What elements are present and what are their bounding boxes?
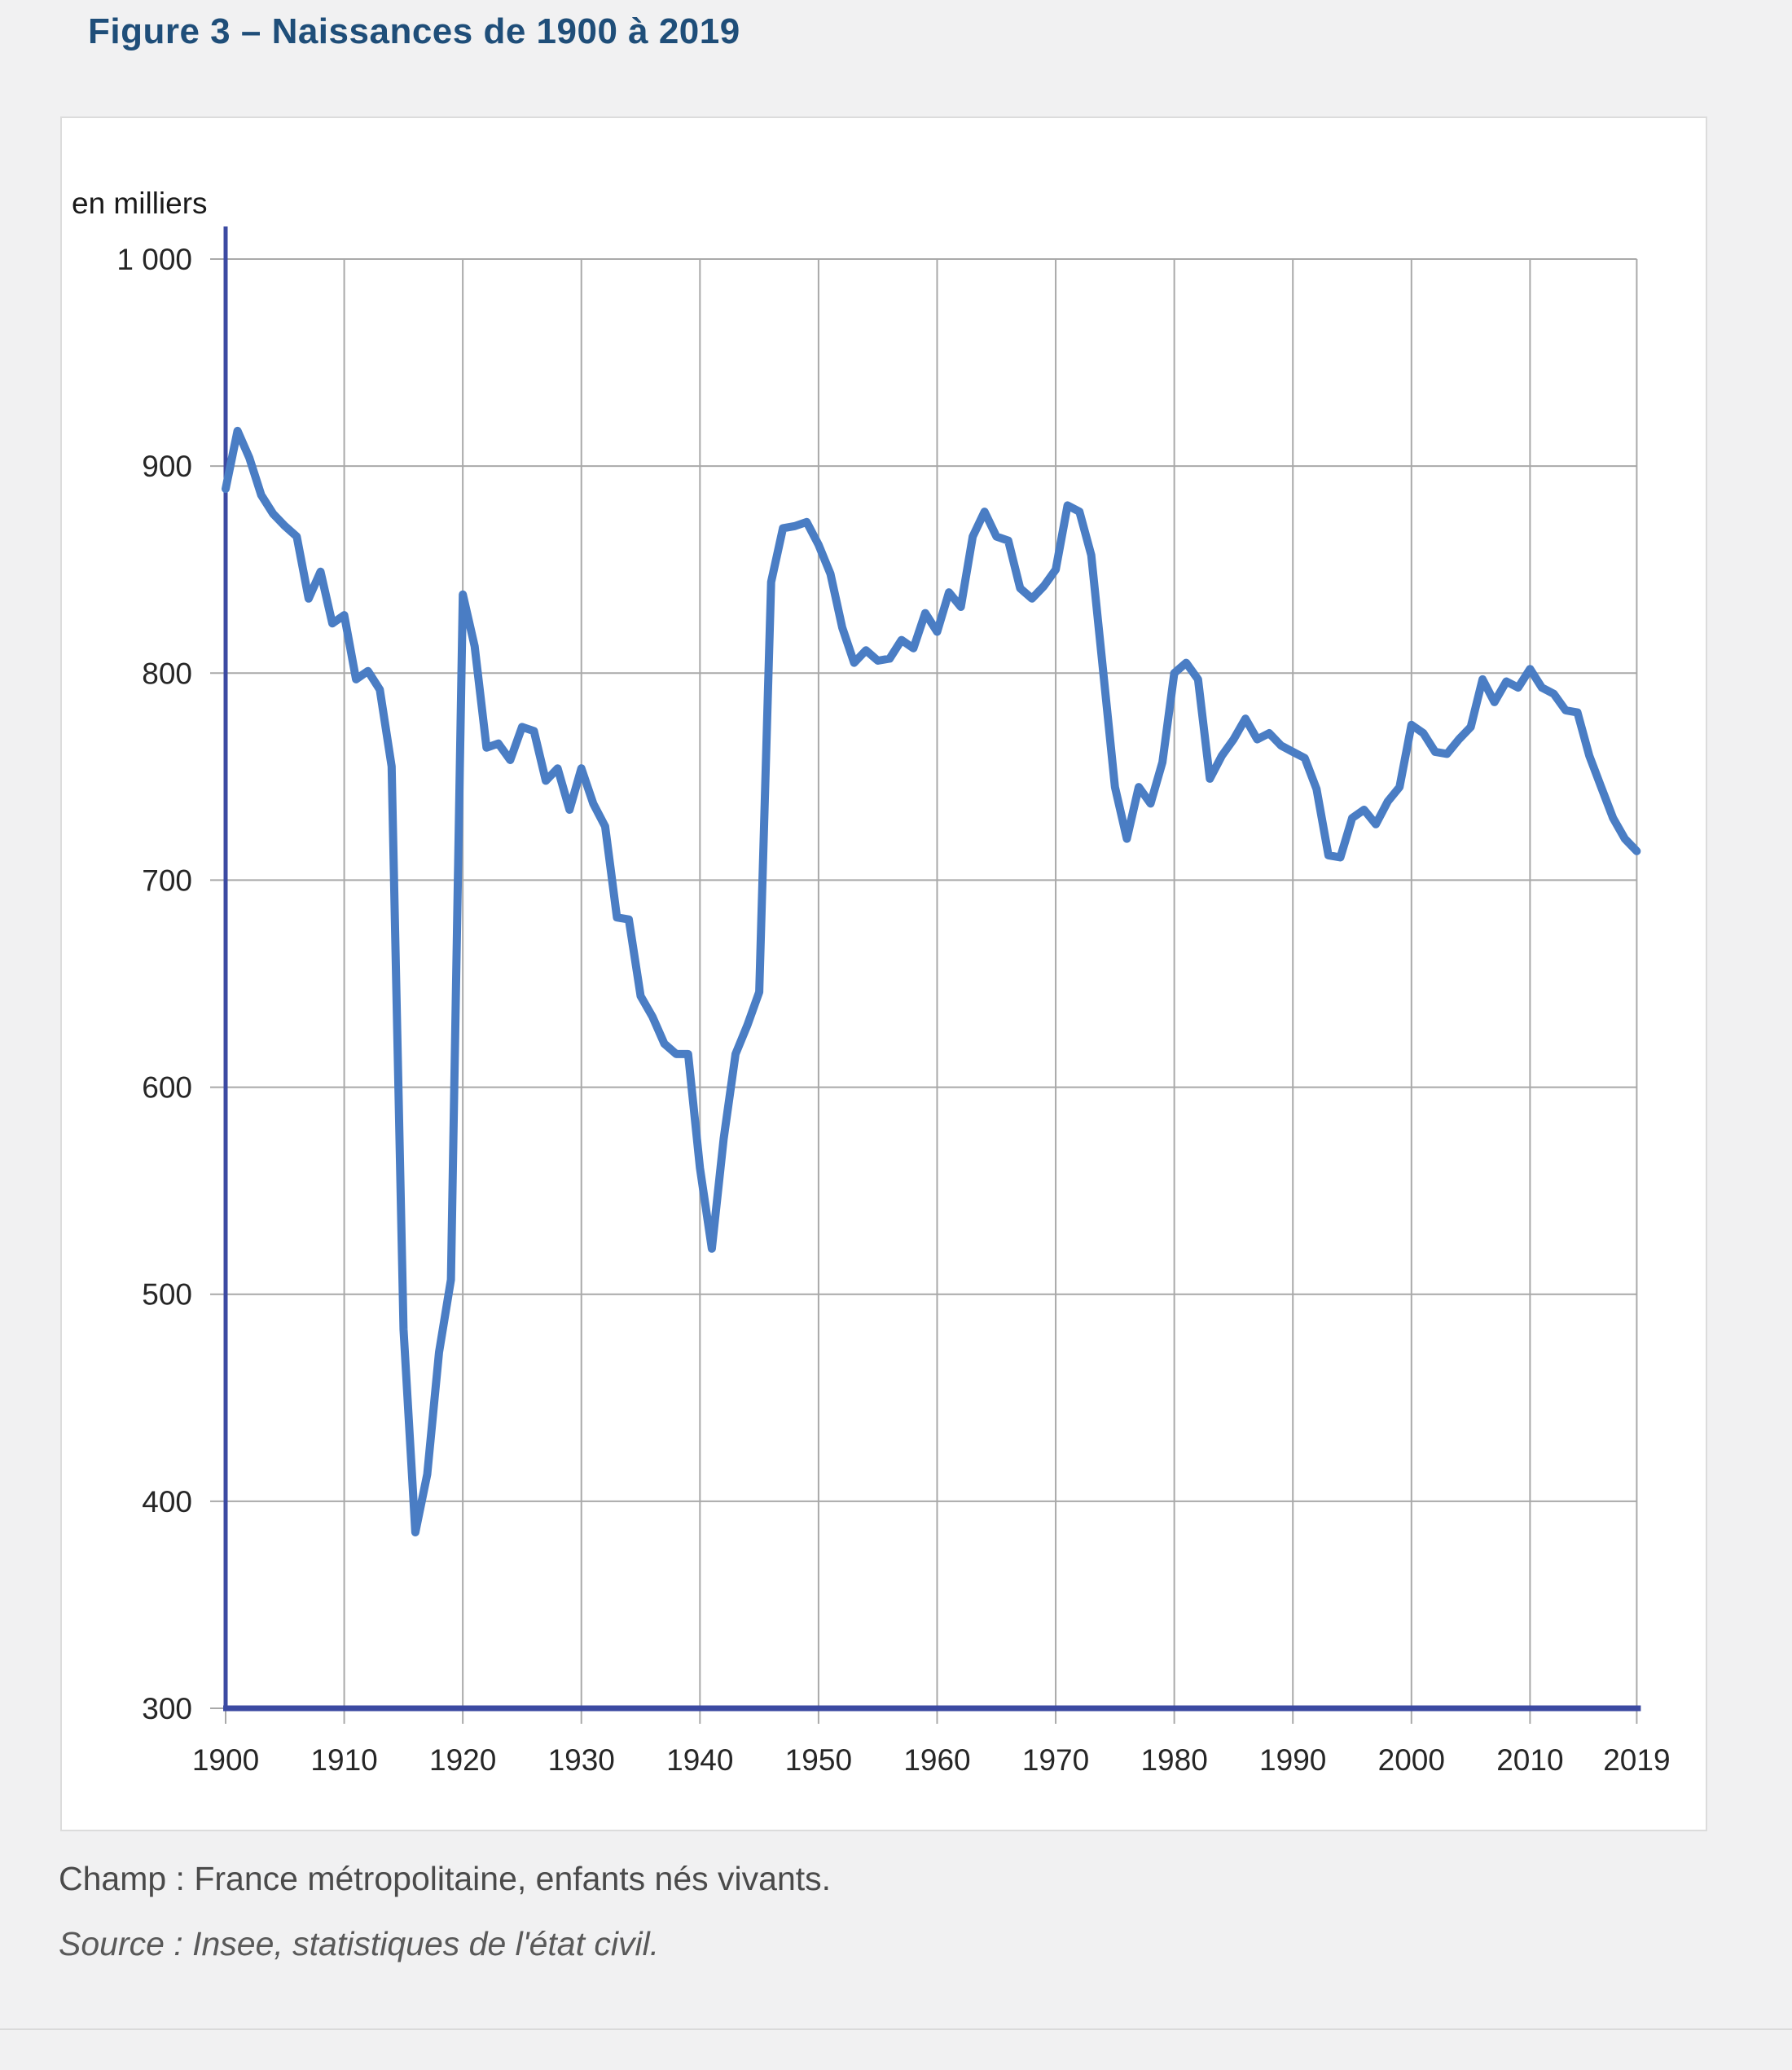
champ-note: Champ : France métropolitaine, enfants n… <box>59 1860 832 1897</box>
figure-title: Figure 3 – Naissances de 1900 à 2019 <box>88 11 740 51</box>
source-note: Source : Insee, statistiques de l'état c… <box>59 1925 660 1962</box>
x-tick-label: 1930 <box>548 1743 615 1777</box>
y-tick-label: 700 <box>142 864 192 897</box>
x-tick-label: 1950 <box>785 1743 852 1777</box>
x-tick-label: 1900 <box>192 1743 259 1777</box>
x-tick-label: 1970 <box>1022 1743 1089 1777</box>
y-tick-label: 900 <box>142 450 192 483</box>
x-tick-label: 1990 <box>1259 1743 1326 1777</box>
x-tick-label: 1960 <box>903 1743 970 1777</box>
chart-panel <box>60 116 1707 1831</box>
y-tick-label: 300 <box>142 1692 192 1725</box>
x-tick-label: 1910 <box>310 1743 377 1777</box>
x-tick-label: 1980 <box>1140 1743 1207 1777</box>
y-axis-unit-label: en milliers <box>72 187 208 220</box>
y-tick-label: 600 <box>142 1071 192 1105</box>
y-tick-label: 1 000 <box>116 243 192 276</box>
births-series-line <box>222 426 1641 1536</box>
x-tick-label: 2000 <box>1378 1743 1445 1777</box>
x-tick-label: 2010 <box>1496 1743 1563 1777</box>
x-tick-label: 2019 <box>1603 1743 1670 1777</box>
y-tick-label: 400 <box>142 1485 192 1518</box>
bottom-divider <box>0 2028 1792 2030</box>
x-tick-label: 1920 <box>429 1743 496 1777</box>
x-tick-label: 1940 <box>666 1743 733 1777</box>
y-tick-label: 500 <box>142 1278 192 1312</box>
y-tick-label: 800 <box>142 657 192 690</box>
